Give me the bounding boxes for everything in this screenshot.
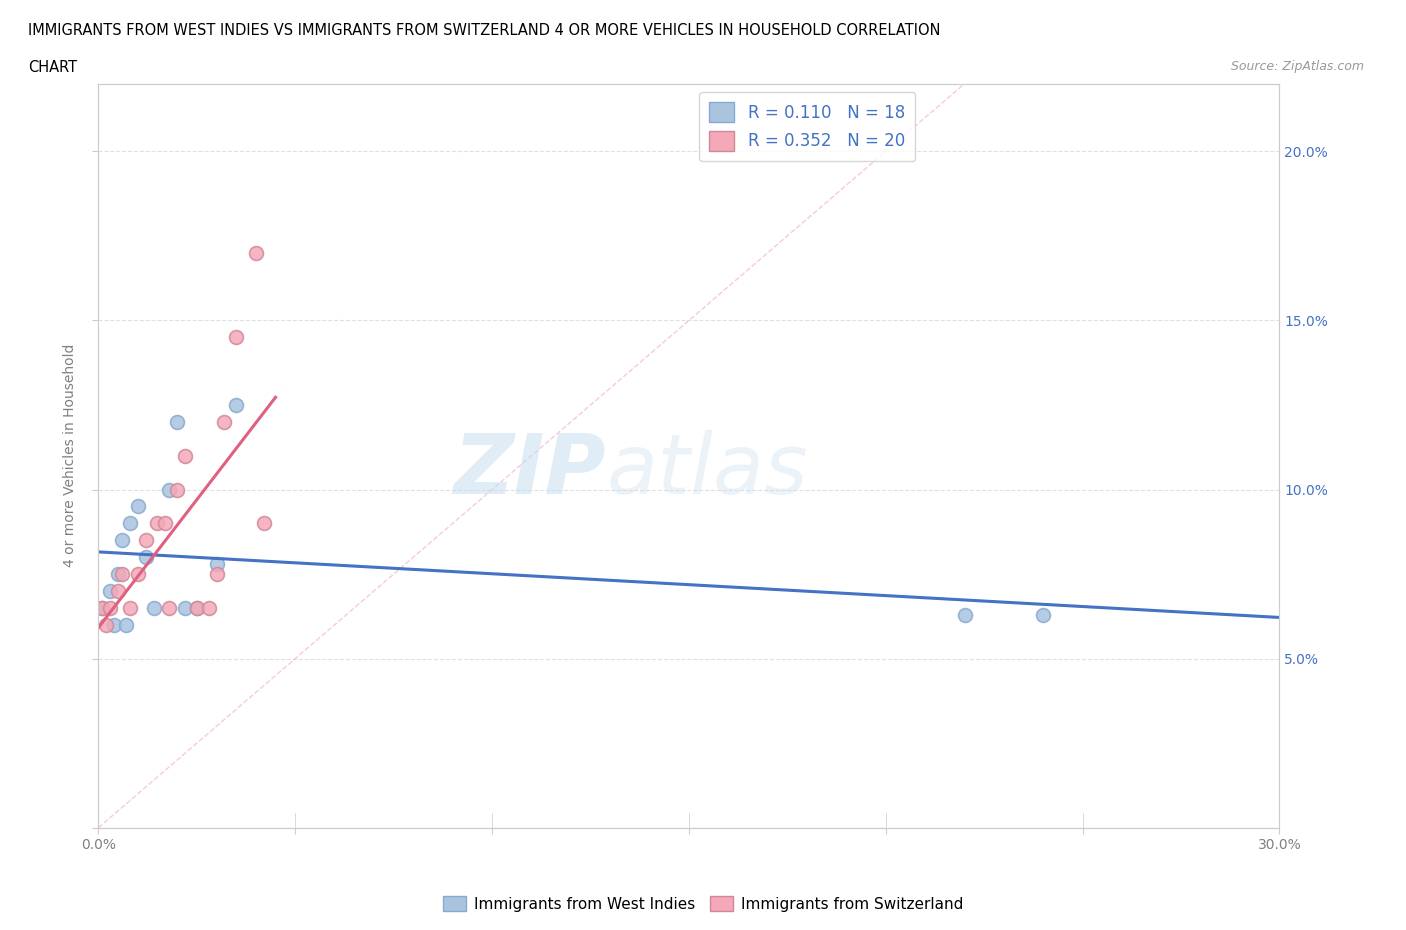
Point <box>91 601 114 616</box>
Point <box>225 397 247 412</box>
Point <box>174 448 197 463</box>
Text: atlas: atlas <box>606 430 808 512</box>
Legend: R = 0.110   N = 18, R = 0.352   N = 20: R = 0.110 N = 18, R = 0.352 N = 20 <box>699 92 915 161</box>
Point <box>142 601 165 616</box>
Point <box>1032 607 1054 622</box>
Point <box>98 601 121 616</box>
Point <box>127 499 149 514</box>
Point <box>205 556 228 571</box>
Point <box>157 482 180 497</box>
Point <box>103 618 125 632</box>
Point <box>253 516 276 531</box>
Point <box>214 415 236 430</box>
Point <box>115 618 138 632</box>
Point <box>174 601 197 616</box>
Point <box>107 583 129 598</box>
Legend: Immigrants from West Indies, Immigrants from Switzerland: Immigrants from West Indies, Immigrants … <box>437 889 969 918</box>
Text: IMMIGRANTS FROM WEST INDIES VS IMMIGRANTS FROM SWITZERLAND 4 OR MORE VEHICLES IN: IMMIGRANTS FROM WEST INDIES VS IMMIGRANT… <box>28 23 941 38</box>
Y-axis label: 4 or more Vehicles in Household: 4 or more Vehicles in Household <box>63 344 77 567</box>
Point <box>146 516 169 531</box>
Point <box>107 566 129 581</box>
Point <box>135 550 157 565</box>
Point <box>111 566 134 581</box>
Point <box>96 618 118 632</box>
Point <box>91 601 114 616</box>
Point <box>205 566 228 581</box>
Text: CHART: CHART <box>28 60 77 75</box>
Text: Source: ZipAtlas.com: Source: ZipAtlas.com <box>1230 60 1364 73</box>
Point <box>186 601 208 616</box>
Point <box>245 246 267 260</box>
Point <box>98 583 121 598</box>
Point <box>118 516 141 531</box>
Point <box>127 566 149 581</box>
Point <box>197 601 219 616</box>
Point <box>135 533 157 548</box>
Point <box>155 516 177 531</box>
Point <box>953 607 976 622</box>
Point <box>157 601 180 616</box>
Point <box>166 415 188 430</box>
Point <box>166 482 188 497</box>
Text: ZIP: ZIP <box>454 430 606 512</box>
Point <box>225 330 247 345</box>
Point <box>118 601 141 616</box>
Point <box>111 533 134 548</box>
Point <box>186 601 208 616</box>
